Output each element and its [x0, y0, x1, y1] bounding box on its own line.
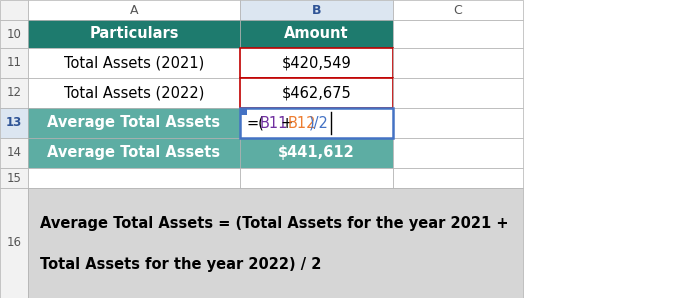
Text: 15: 15	[7, 172, 22, 184]
Bar	[28, 188, 523, 298]
Bar	[0, 188, 28, 298]
Bar	[28, 48, 240, 78]
Bar	[0, 168, 28, 188]
Text: B11: B11	[260, 116, 289, 131]
Bar	[240, 20, 393, 48]
Text: $420,549: $420,549	[282, 55, 351, 71]
Bar	[28, 138, 240, 168]
Bar	[0, 48, 28, 78]
Bar	[0, 138, 28, 168]
Text: Amount: Amount	[285, 27, 349, 41]
Text: =(: =(	[246, 116, 264, 131]
Bar	[393, 20, 523, 48]
Bar	[0, 78, 28, 108]
Bar	[28, 78, 240, 108]
Bar	[240, 108, 247, 115]
Text: Total Assets for the year 2022) / 2: Total Assets for the year 2022) / 2	[40, 257, 321, 272]
Text: 12: 12	[7, 86, 22, 100]
Bar	[393, 48, 523, 78]
Text: 11: 11	[7, 57, 22, 69]
Text: +: +	[281, 116, 293, 131]
Bar	[393, 168, 523, 188]
Bar	[0, 20, 28, 48]
Text: Average Total Assets: Average Total Assets	[48, 116, 221, 131]
Bar	[240, 168, 393, 188]
Bar	[393, 78, 523, 108]
Bar	[28, 168, 240, 188]
Text: 13: 13	[6, 117, 22, 130]
Text: Average Total Assets: Average Total Assets	[48, 145, 221, 161]
Text: 10: 10	[7, 27, 22, 41]
Text: 16: 16	[7, 237, 22, 249]
Bar	[240, 138, 393, 168]
Bar	[240, 0, 393, 20]
Text: Average Total Assets = (Total Assets for the year 2021 +: Average Total Assets = (Total Assets for…	[40, 216, 509, 231]
Text: Particulars: Particulars	[89, 27, 179, 41]
Text: Total Assets (2022): Total Assets (2022)	[64, 86, 204, 100]
Text: Total Assets (2021): Total Assets (2021)	[64, 55, 204, 71]
Bar	[0, 0, 28, 20]
Text: $462,675: $462,675	[282, 86, 351, 100]
Bar	[393, 138, 523, 168]
Text: )/2: )/2	[309, 116, 329, 131]
Bar	[28, 0, 240, 20]
Text: C: C	[454, 4, 462, 16]
Bar	[240, 78, 393, 108]
Bar	[393, 0, 523, 20]
Text: B: B	[312, 4, 321, 16]
Bar	[28, 20, 240, 48]
Text: A: A	[130, 4, 139, 16]
Bar	[240, 108, 393, 138]
Bar	[0, 108, 28, 138]
Bar	[240, 48, 393, 78]
Text: 14: 14	[7, 147, 22, 159]
Text: B12: B12	[288, 116, 316, 131]
Bar	[28, 108, 240, 138]
Bar	[393, 108, 523, 138]
Text: $441,612: $441,612	[278, 145, 355, 161]
